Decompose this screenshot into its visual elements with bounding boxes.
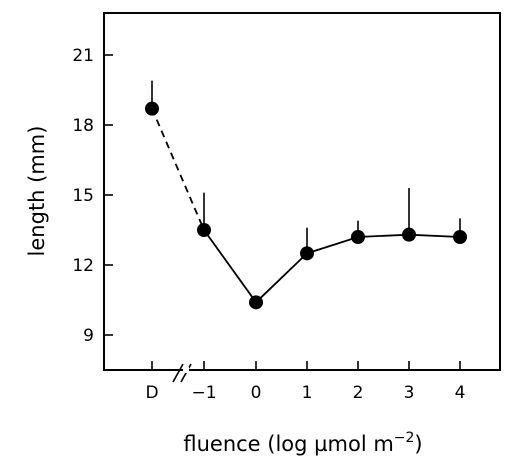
x-axis-title-superscript: −2 <box>394 430 415 446</box>
y-axis-title: length (mm) <box>25 126 49 257</box>
y-tick-label: 12 <box>72 256 94 276</box>
x-tick-label: 4 <box>455 383 466 403</box>
series-dashed-segment <box>151 108 205 231</box>
x-tick-label: 0 <box>251 383 262 403</box>
x-tick-label: 3 <box>404 383 415 403</box>
data-point <box>402 227 416 242</box>
x-axis-title: fluence (log µmol m−2) <box>183 430 422 456</box>
data-point <box>351 230 365 244</box>
x-axis-title-main: fluence (log µmol m <box>183 432 393 456</box>
data-point <box>453 230 467 244</box>
data-point <box>249 295 263 310</box>
data-series <box>145 80 467 310</box>
data-point <box>300 246 314 261</box>
x-axis-break-mark <box>172 363 192 383</box>
x-axis-ticks: D −1 0 1 2 3 4 <box>145 361 465 403</box>
data-point <box>197 223 211 237</box>
y-tick-label: 18 <box>72 116 94 136</box>
y-tick-label: 9 <box>83 326 94 346</box>
y-tick-label: 15 <box>72 186 94 206</box>
y-tick-label: 21 <box>72 46 94 66</box>
x-axis-title-close: ) <box>414 432 422 456</box>
x-tick-label: 1 <box>302 383 313 403</box>
x-tick-label: 2 <box>353 383 364 403</box>
x-tick-label: D <box>145 383 158 403</box>
data-point <box>145 101 159 116</box>
x-tick-label: −1 <box>191 383 216 403</box>
series-line <box>203 229 461 304</box>
y-axis-ticks: 9 12 15 18 21 <box>72 46 113 346</box>
plot-frame <box>103 12 501 371</box>
